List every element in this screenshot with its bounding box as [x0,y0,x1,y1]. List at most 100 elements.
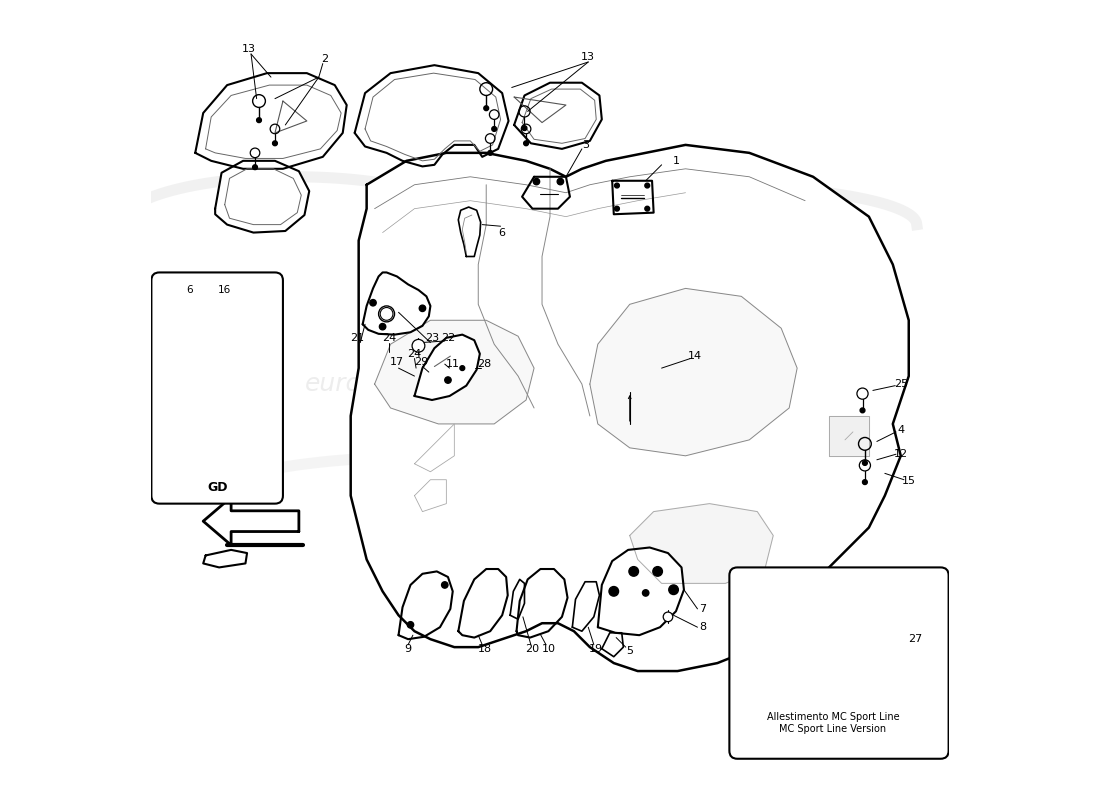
Circle shape [176,345,183,351]
Polygon shape [590,288,798,456]
Text: 24: 24 [407,349,421,358]
Circle shape [441,582,448,588]
Text: 23: 23 [425,333,439,343]
Circle shape [642,590,649,596]
Text: 27: 27 [908,634,922,644]
Circle shape [253,165,257,170]
Polygon shape [398,571,453,639]
Circle shape [378,306,395,322]
Polygon shape [204,550,248,567]
Text: 4: 4 [898,426,904,435]
Text: 24: 24 [382,333,396,343]
Circle shape [534,178,540,185]
Circle shape [645,183,650,188]
Polygon shape [522,177,570,209]
Circle shape [244,315,250,322]
Circle shape [756,640,762,646]
Text: 6: 6 [186,285,192,295]
Text: 21: 21 [350,333,364,343]
Text: 12: 12 [893,450,907,459]
Circle shape [412,339,425,352]
Polygon shape [206,307,256,365]
Text: 11: 11 [446,359,460,369]
Polygon shape [514,82,602,149]
Text: 29: 29 [414,357,428,366]
Circle shape [524,141,528,146]
Polygon shape [375,320,535,424]
Circle shape [862,461,867,466]
Text: 19: 19 [590,644,603,654]
Text: 10: 10 [541,644,556,654]
Circle shape [256,118,262,122]
Text: 14: 14 [688,351,702,361]
Circle shape [492,126,496,131]
Circle shape [484,106,488,110]
Polygon shape [459,569,508,638]
Polygon shape [749,619,820,694]
Polygon shape [195,73,346,169]
Text: 5: 5 [626,646,634,656]
Polygon shape [351,145,909,671]
Circle shape [558,178,563,185]
Circle shape [419,305,426,311]
Circle shape [273,141,277,146]
Text: 8: 8 [700,622,706,632]
Polygon shape [510,579,525,619]
Polygon shape [597,547,684,635]
Polygon shape [572,582,600,631]
Text: 13: 13 [581,52,595,62]
Text: eurospares: eurospares [305,372,444,396]
Circle shape [860,408,865,413]
Circle shape [669,585,679,594]
Circle shape [801,632,806,638]
Text: 2: 2 [321,54,329,64]
Text: 20: 20 [526,644,539,654]
Circle shape [522,126,527,130]
Circle shape [176,317,183,323]
Text: 1: 1 [672,156,680,166]
Text: Allestimento MC Sport Line
MC Sport Line Version: Allestimento MC Sport Line MC Sport Line… [767,712,900,734]
Circle shape [370,299,376,306]
Polygon shape [829,416,869,456]
Circle shape [407,622,414,628]
Circle shape [609,586,618,596]
Circle shape [756,674,762,681]
Text: 28: 28 [477,359,492,369]
Circle shape [213,315,220,322]
Text: 7: 7 [700,604,706,614]
Circle shape [652,566,662,576]
Circle shape [244,345,250,351]
Text: 17: 17 [389,357,404,366]
Text: GD: GD [207,481,228,494]
FancyBboxPatch shape [152,273,283,504]
Circle shape [460,366,464,370]
Polygon shape [459,207,481,257]
Polygon shape [798,623,852,694]
Polygon shape [629,504,773,583]
Text: 13: 13 [242,44,255,54]
Polygon shape [602,633,624,657]
Text: 25: 25 [893,379,907,389]
Circle shape [615,206,619,211]
Circle shape [629,566,638,576]
Polygon shape [363,273,430,334]
Text: 9: 9 [405,644,411,654]
Polygon shape [613,181,653,214]
Circle shape [645,206,650,211]
Circle shape [663,612,673,622]
Circle shape [213,345,220,351]
Circle shape [862,480,867,485]
FancyBboxPatch shape [729,567,948,758]
Polygon shape [354,65,508,166]
Circle shape [487,150,493,155]
Circle shape [615,183,619,188]
Text: 15: 15 [902,476,915,486]
Text: 3: 3 [582,140,590,150]
Polygon shape [216,161,309,233]
Text: eurospares: eurospares [560,372,700,396]
Circle shape [379,323,386,330]
Text: 6: 6 [498,227,506,238]
Circle shape [444,377,451,383]
Circle shape [204,345,210,351]
Text: 22: 22 [441,333,455,343]
